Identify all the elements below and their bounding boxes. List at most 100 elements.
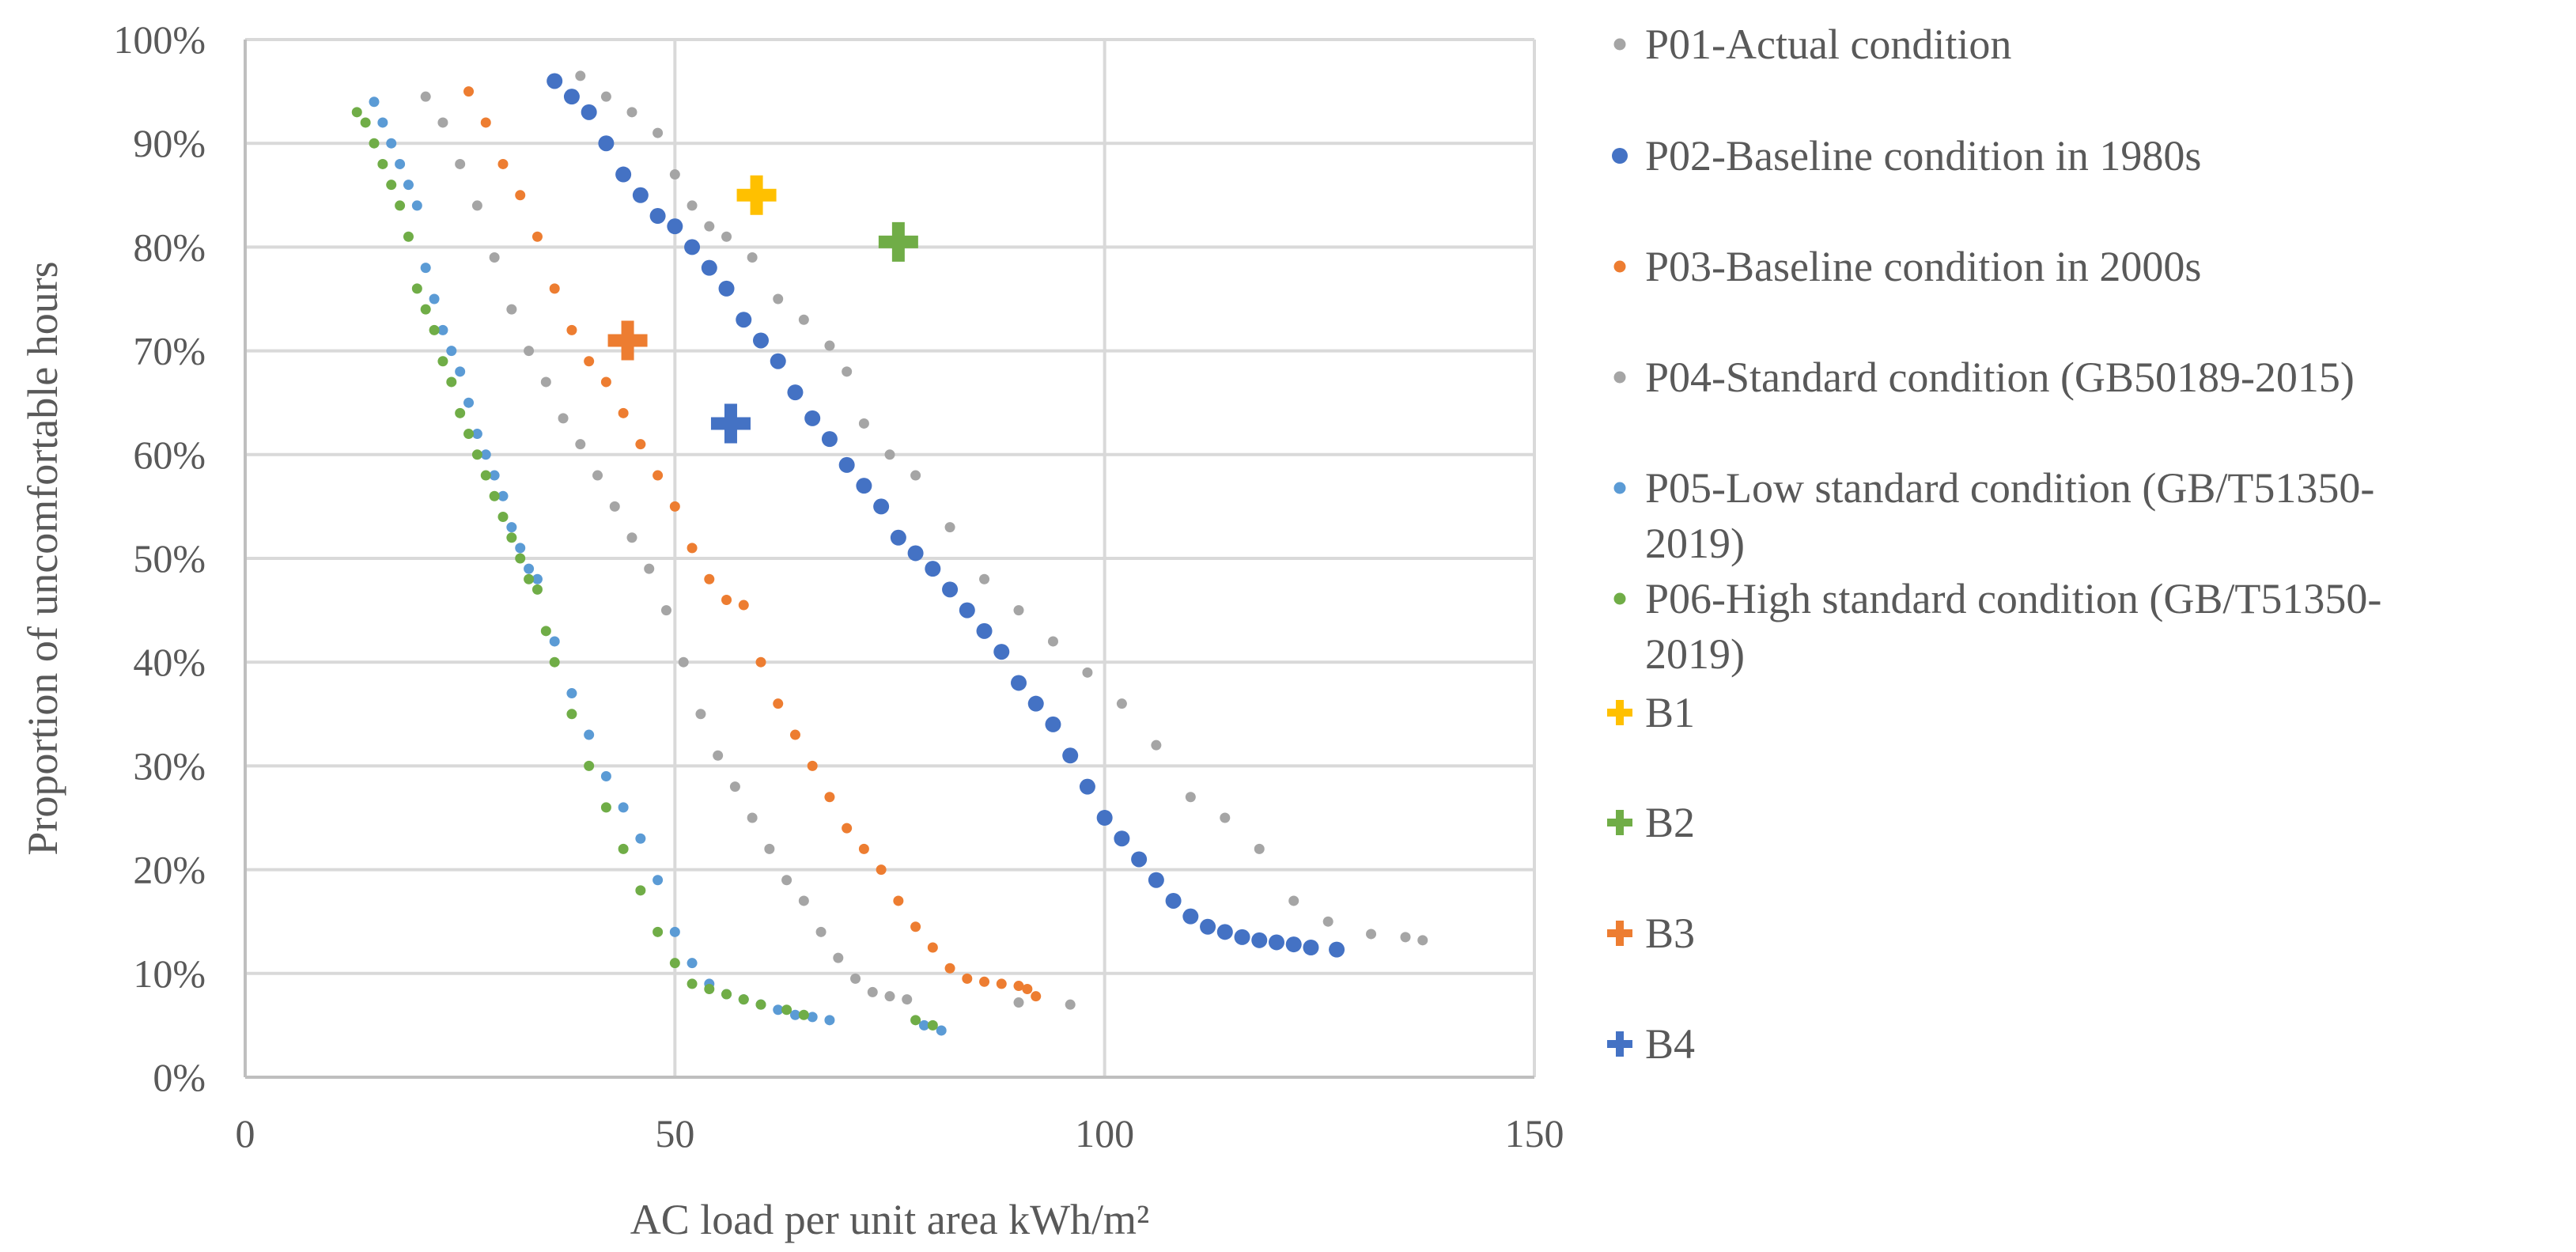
data-point	[910, 470, 921, 481]
data-point	[566, 709, 577, 720]
data-point	[1400, 932, 1411, 943]
data-point	[736, 312, 752, 328]
legend-label: B1	[1645, 689, 1695, 736]
data-point	[1022, 983, 1033, 994]
data-point	[558, 413, 569, 424]
y-tick-label: 10%	[133, 951, 206, 996]
data-point	[566, 688, 577, 699]
data-point	[386, 138, 397, 149]
series-10	[710, 403, 751, 444]
data-point	[497, 512, 509, 523]
y-tick-labels: 0% 10% 20% 30% 40% 50% 60% 70% 80% 90% 100%	[113, 17, 206, 1099]
data-point	[695, 709, 706, 720]
data-point	[804, 410, 821, 426]
data-point	[687, 958, 698, 969]
data-point	[856, 478, 872, 494]
data-point-cross	[736, 175, 777, 215]
data-point	[437, 324, 448, 335]
data-point	[563, 89, 580, 105]
data-point	[669, 958, 680, 969]
data-point	[1254, 843, 1265, 854]
legend-dot-icon	[1613, 38, 1626, 51]
data-point	[480, 449, 491, 460]
data-point	[807, 1012, 818, 1023]
data-point	[403, 180, 414, 191]
data-point	[824, 1015, 835, 1026]
data-point	[884, 991, 895, 1002]
data-point	[1027, 695, 1044, 712]
data-point	[867, 986, 878, 997]
y-tick-label: 100%	[113, 17, 206, 62]
data-point	[704, 221, 715, 232]
data-point	[944, 522, 955, 533]
x-tick-label: 100	[1075, 1111, 1134, 1156]
data-point	[927, 1019, 938, 1031]
data-point	[1251, 932, 1268, 948]
data-point	[747, 252, 758, 263]
data-point	[549, 283, 560, 294]
data-point	[351, 107, 362, 118]
data-point	[497, 490, 509, 501]
data-point	[395, 200, 406, 211]
data-point	[531, 584, 543, 595]
data-point	[669, 501, 680, 512]
series-6	[351, 107, 938, 1031]
legend-label: P04-Standard condition (GB50189-2015)	[1645, 354, 2355, 401]
data-point	[600, 802, 611, 813]
data-point	[515, 553, 526, 564]
data-point	[1096, 810, 1113, 826]
data-point	[575, 70, 586, 81]
data-point	[515, 190, 526, 201]
data-point	[1082, 667, 1093, 678]
data-point	[584, 760, 595, 771]
data-point	[976, 622, 993, 639]
y-tick-label: 80%	[133, 225, 206, 269]
data-point	[1079, 778, 1095, 795]
data-point	[773, 293, 784, 304]
data-point	[1200, 918, 1216, 935]
data-point	[942, 581, 959, 598]
data-point	[753, 332, 769, 349]
data-point	[962, 973, 973, 984]
data-point	[842, 366, 853, 377]
legend-entry-8: B2	[1607, 799, 1695, 846]
x-tick-labels: 0 50 100 150	[236, 1111, 1564, 1156]
data-point	[549, 656, 560, 668]
data-point	[653, 926, 664, 937]
data-point	[824, 792, 835, 803]
data-point	[858, 418, 869, 429]
data-point	[738, 600, 749, 611]
data-point	[684, 239, 701, 255]
data-point	[925, 561, 941, 577]
data-point	[959, 602, 975, 618]
y-tick-label: 40%	[133, 640, 206, 684]
data-point	[524, 346, 535, 357]
legend-label: P03-Baseline condition in 2000s	[1645, 243, 2201, 290]
data-point	[1062, 747, 1079, 764]
data-point	[789, 729, 800, 740]
axes	[244, 40, 1534, 1079]
legend-dot-icon	[1613, 592, 1626, 605]
y-tick-label: 50%	[133, 536, 206, 581]
data-point	[755, 999, 766, 1010]
data-point	[669, 926, 680, 937]
legend-entry-5: P05-Low standard condition (GB/T51350- 20…	[1613, 464, 2374, 567]
data-point	[1013, 981, 1024, 992]
data-point	[506, 304, 517, 315]
data-point	[667, 218, 683, 235]
legend-entry-2: P02-Baseline condition in 1980s	[1612, 132, 2201, 180]
data-point	[729, 781, 740, 792]
data-point	[455, 366, 466, 377]
data-point	[838, 456, 855, 473]
legend-label: B3	[1645, 910, 1695, 957]
data-point	[1417, 935, 1428, 946]
data-point	[1216, 924, 1233, 940]
data-point	[1151, 739, 1162, 751]
data-point	[618, 802, 629, 813]
data-point	[1011, 675, 1027, 691]
data-point	[540, 626, 551, 637]
data-point	[446, 346, 457, 357]
data-point	[455, 407, 466, 418]
data-point	[549, 636, 560, 647]
data-point	[1303, 940, 1319, 955]
